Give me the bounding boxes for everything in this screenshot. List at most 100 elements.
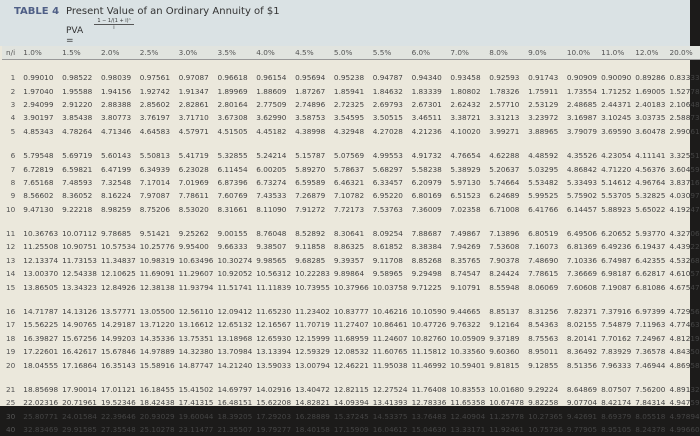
value-cell: 15.58916 [139, 360, 175, 370]
value-cell: 17.22601 [23, 347, 59, 357]
value-cell: 3.88965 [528, 126, 559, 136]
value-cell: 3.03735 [635, 113, 666, 123]
period-cell: 2 [10, 86, 16, 96]
value-cell: 9.44665 [450, 307, 481, 317]
column-header: 1.0% [19, 46, 59, 60]
value-cell: 11.65230 [256, 307, 292, 317]
value-cell: 4.78264 [62, 126, 93, 136]
value-cell: 2.48685 [566, 99, 598, 109]
value-cell: 20.71961 [62, 398, 97, 408]
value-cell: 13.75351 [178, 333, 214, 343]
value-cell: 8.11090 [256, 204, 287, 214]
value-cell: 10.67478 [489, 398, 525, 408]
table-row: 21 18.85698 17.90014 17.01121 16.18455 15.415… [2, 383, 700, 396]
column-header: 6.0% [407, 46, 447, 60]
value-cell: 29.91585 [62, 425, 97, 435]
value-cell: 7.01969 [178, 177, 209, 187]
table-row: 2 1.97040 1.95588 1.94156 1.92742 1.91347 1.89… [2, 84, 700, 97]
value-cell: 6.74987 [601, 255, 632, 265]
value-cell: 4.76654 [450, 151, 481, 161]
value-cell: 4.77463 [669, 320, 700, 330]
value-cell: 5.53482 [528, 177, 559, 187]
value-cell: 10.37966 [333, 282, 369, 292]
value-cell: 6.81369 [566, 242, 598, 252]
value-cell: 14.53375 [372, 411, 408, 421]
value-cell: 8.75563 [528, 333, 559, 343]
value-cell: 10.59401 [450, 360, 486, 370]
value-cell: 7.97087 [139, 191, 170, 201]
value-cell: 2.44371 [601, 99, 632, 109]
value-cell: 12.09412 [217, 307, 253, 317]
value-cell: 5.32855 [217, 151, 248, 161]
column-header: 20.0% [665, 46, 700, 60]
table-row: 3 2.94099 2.91220 2.88388 2.85602 2.82861 2.80… [2, 98, 700, 111]
value-cell: 3.99271 [489, 126, 520, 136]
value-cell: 14.71787 [23, 307, 59, 317]
value-cell: 4.84350 [669, 347, 700, 357]
value-cell: 6.59821 [62, 164, 93, 174]
value-cell: 14.35336 [139, 333, 175, 343]
value-cell: 22.02316 [23, 398, 59, 408]
value-cell: 1.88609 [256, 86, 287, 96]
value-cell: 10.83553 [450, 385, 486, 394]
value-cell: 9.95400 [178, 242, 209, 252]
value-cell: 14.29187 [100, 320, 136, 330]
value-cell: 18.85698 [23, 385, 59, 394]
value-cell: 6.41766 [528, 204, 559, 214]
value-cell: 0.95694 [295, 73, 326, 83]
table-row: 12 11.25508 10.90751 10.57534 10.25776 9.9540… [2, 240, 700, 253]
value-cell: 18.39205 [217, 411, 253, 421]
period-cell: 10 [6, 204, 16, 214]
value-cell: 4.85343 [23, 126, 54, 136]
value-cell: 22.39646 [100, 411, 136, 421]
value-cell: 4.38998 [295, 126, 326, 136]
value-cell: 4.89132 [669, 385, 700, 394]
table-row: 1 0.99010 0.98522 0.98039 0.97561 0.97087 0.96… [2, 71, 700, 84]
value-cell: 13.71220 [139, 320, 175, 330]
value-cell: 11.46992 [411, 360, 447, 370]
table-row: 17 15.56225 14.90765 14.29187 13.71220 13.166… [2, 318, 700, 331]
value-cell: 4.86842 [566, 164, 598, 174]
value-cell: 0.97561 [139, 73, 170, 83]
value-cell: 16.48151 [217, 398, 253, 408]
value-cell: 4.35526 [566, 151, 598, 161]
value-cell: 10.47726 [411, 320, 447, 330]
value-cell: 7.96333 [601, 360, 632, 370]
value-cell: 10.46216 [372, 307, 408, 317]
value-cell: 4.56376 [635, 164, 666, 174]
value-cell: 9.22218 [62, 204, 93, 214]
column-header: 4.5% [291, 46, 330, 60]
value-cell: 1.84632 [372, 86, 403, 96]
value-cell: 4.32706 [669, 229, 700, 239]
formula-numerator: 1 − 1/(1 + i)ⁿ [94, 18, 134, 25]
value-cell: 8.53020 [178, 204, 209, 214]
value-cell: 6.34939 [139, 164, 170, 174]
value-cell: 12.46221 [333, 360, 369, 370]
row-group-gap [2, 372, 700, 383]
value-cell: 8.35765 [450, 255, 481, 265]
value-cell: 8.36052 [62, 191, 93, 201]
value-cell: 5.58238 [411, 164, 442, 174]
value-cell: 16.42617 [62, 347, 97, 357]
value-cell: 6.81086 [635, 282, 666, 292]
value-cell: 2.69793 [372, 99, 403, 109]
value-cell: 7.88687 [411, 229, 442, 239]
value-cell: 9.29224 [528, 385, 559, 394]
value-cell: 17.15909 [333, 425, 369, 435]
value-cell: 6.95220 [372, 191, 403, 201]
value-cell: 2.57710 [489, 99, 520, 109]
value-cell: 7.91272 [295, 204, 326, 214]
period-cell: 20 [6, 360, 16, 370]
value-cell: 12.08532 [333, 347, 369, 357]
value-cell: 3.32551 [669, 151, 700, 161]
column-header: 3.5% [213, 46, 253, 60]
value-cell: 12.16567 [256, 320, 292, 330]
value-cell: 11.24607 [372, 333, 408, 343]
value-cell: 1.69005 [635, 86, 666, 96]
value-cell: 8.86325 [333, 242, 365, 252]
value-cell: 15.62208 [256, 398, 292, 408]
value-cell: 0.99010 [23, 73, 54, 83]
value-cell: 11.34837 [100, 255, 136, 265]
value-cell: 9.12855 [528, 360, 559, 370]
value-cell: 14.09394 [333, 398, 369, 408]
